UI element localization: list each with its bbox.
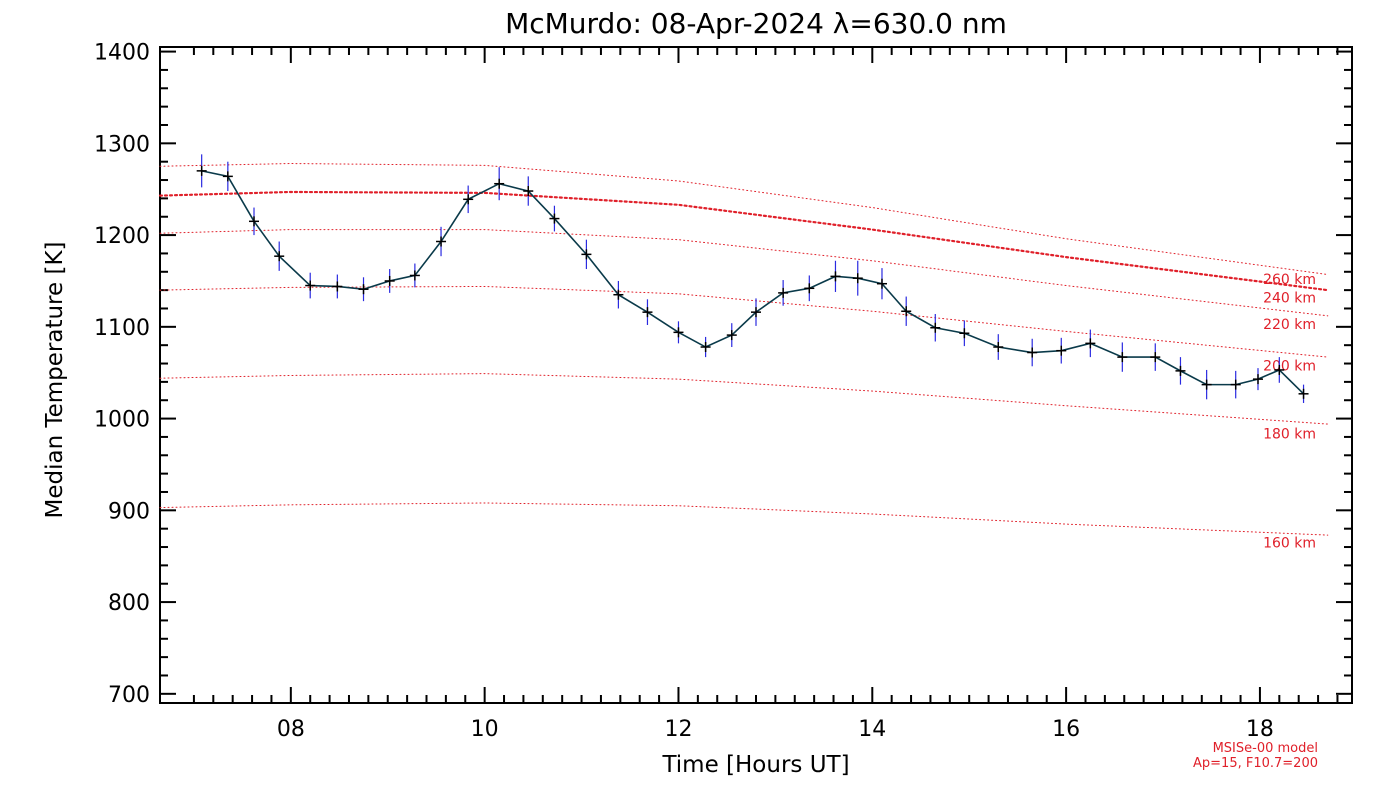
y-tick-label: 1400: [94, 41, 150, 66]
x-axis-label: Time [Hours UT]: [661, 752, 849, 778]
model-parameters-note: Ap=15, F10.7=200: [1193, 756, 1318, 771]
y-tick-label: 800: [108, 591, 150, 616]
model-curve: [159, 285, 1329, 358]
model-curve-label: 180 km: [1263, 426, 1316, 442]
model-note: MSISe-00 model: [1213, 741, 1318, 756]
model-curve: [158, 190, 1329, 292]
x-tick-label: 12: [664, 717, 692, 742]
y-axis-label: Median Temperature [K]: [42, 242, 68, 519]
model-curve: [159, 163, 1329, 276]
x-tick-label: 08: [277, 717, 305, 742]
y-tick-label: 1000: [94, 408, 150, 433]
x-tick-label: 18: [1246, 717, 1274, 742]
chart-title: McMurdo: 08-Apr-2024 λ=630.0 nm: [505, 7, 1007, 40]
model-curve-label: 240 km: [1263, 290, 1316, 306]
y-tick-label: 900: [108, 499, 150, 524]
model-curve: [159, 502, 1329, 536]
y-tick-label: 1200: [94, 224, 150, 249]
y-tick-label: 700: [108, 683, 150, 708]
model-curve: [159, 373, 1329, 425]
y-tick-label: 1100: [94, 316, 150, 341]
model-curve-label: 260 km: [1263, 272, 1316, 288]
model-curve-label: 160 km: [1263, 535, 1316, 551]
y-tick-label: 1300: [94, 132, 150, 157]
x-tick-label: 14: [858, 717, 886, 742]
model-curve-label: 220 km: [1263, 317, 1316, 333]
x-tick-label: 16: [1052, 717, 1080, 742]
plot-frame: [159, 46, 1353, 704]
model-curve: [159, 229, 1329, 317]
x-tick-label: 10: [471, 717, 499, 742]
temperature-line: [201, 170, 1305, 395]
model-curve-label: 200 km: [1263, 358, 1316, 374]
